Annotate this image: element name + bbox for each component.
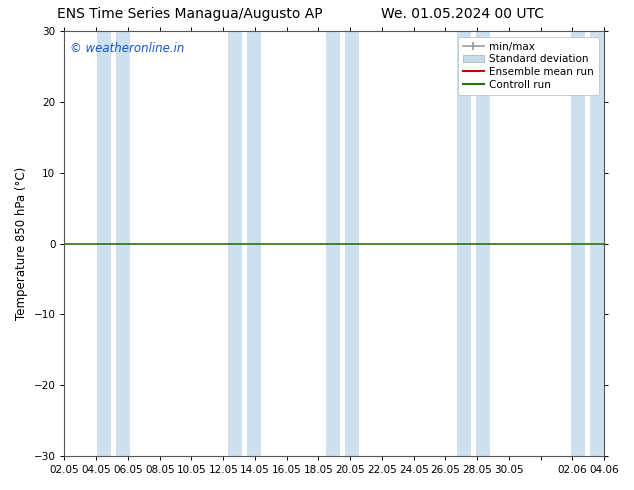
Y-axis label: Temperature 850 hPa (°C): Temperature 850 hPa (°C) xyxy=(15,167,28,320)
Text: © weatheronline.in: © weatheronline.in xyxy=(70,42,184,55)
Legend: min/max, Standard deviation, Ensemble mean run, Controll run: min/max, Standard deviation, Ensemble me… xyxy=(458,37,599,95)
Bar xyxy=(590,31,604,456)
Bar xyxy=(97,31,111,456)
Text: ENS Time Series Managua/Augusto AP: ENS Time Series Managua/Augusto AP xyxy=(58,7,323,22)
Bar xyxy=(457,31,471,456)
Bar xyxy=(326,31,340,456)
Text: We. 01.05.2024 00 UTC: We. 01.05.2024 00 UTC xyxy=(381,7,545,22)
Bar xyxy=(571,31,585,456)
Bar xyxy=(476,31,489,456)
Bar xyxy=(116,31,130,456)
Bar xyxy=(247,31,261,456)
Bar xyxy=(228,31,242,456)
Bar xyxy=(345,31,359,456)
